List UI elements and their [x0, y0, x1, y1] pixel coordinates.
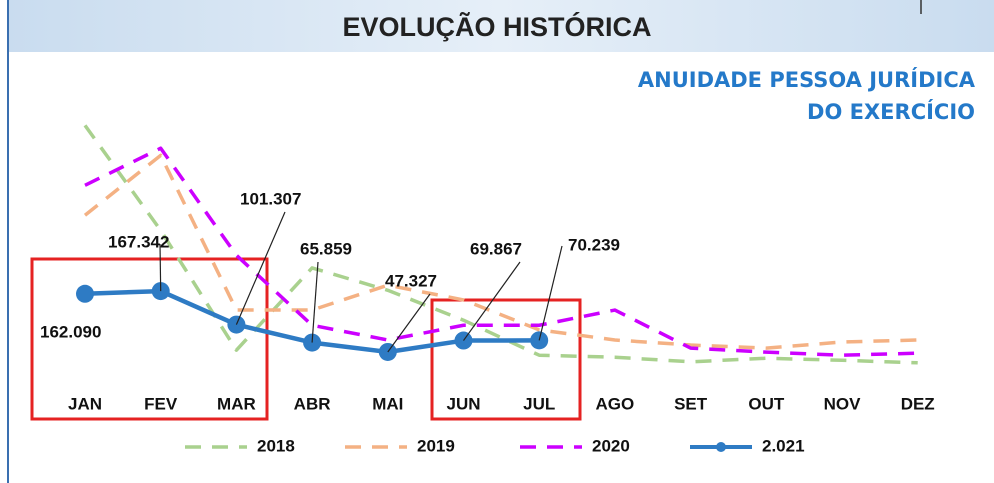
x-tick-label: ABR — [294, 394, 331, 413]
data-point — [76, 284, 94, 303]
data-label: 47.327 — [385, 271, 437, 290]
legend-label: 2020 — [592, 436, 630, 455]
subtitle: ANUIDADE PESSOA JURÍDICA — [638, 67, 976, 92]
leader-line — [311, 261, 319, 343]
legend-label: 2019 — [417, 436, 455, 455]
x-tick-label: JUL — [523, 394, 555, 413]
highlight-box — [430, 298, 582, 421]
x-tick-label: MAI — [372, 394, 403, 413]
data-label: 70.239 — [568, 235, 620, 254]
x-tick-label: FEV — [144, 394, 178, 413]
legend-marker — [716, 442, 726, 452]
leader-line — [538, 245, 563, 341]
leader-line — [387, 293, 431, 353]
series-line — [83, 153, 918, 350]
x-tick-label: NOV — [824, 394, 862, 413]
title-bar — [8, 0, 994, 52]
data-label: 69.867 — [470, 239, 522, 258]
x-tick-label: JUN — [446, 394, 480, 413]
data-label: 65.859 — [300, 239, 352, 258]
x-tick-label: OUT — [748, 394, 785, 413]
data-label: 162.090 — [40, 322, 101, 341]
chart-title: EVOLUÇÃO HISTÓRICA — [342, 11, 651, 42]
x-tick-label: DEZ — [901, 394, 935, 413]
series-line — [84, 146, 918, 357]
leader-line — [159, 243, 162, 292]
x-tick-label: JAN — [68, 394, 102, 413]
legend-label: 2.021 — [762, 436, 805, 455]
data-label: 101.307 — [240, 189, 301, 208]
data-label: 167.342 — [108, 232, 169, 251]
x-tick-label: SET — [674, 394, 708, 413]
leader-line — [463, 261, 521, 341]
leader-line — [235, 211, 286, 325]
x-tick-label: MAR — [217, 394, 256, 413]
highlight-box — [30, 257, 269, 421]
series-line — [83, 124, 918, 365]
legend-label: 2018 — [257, 436, 295, 455]
subtitle: DO EXERCÍCIO — [807, 99, 975, 124]
x-tick-label: AGO — [596, 394, 635, 413]
